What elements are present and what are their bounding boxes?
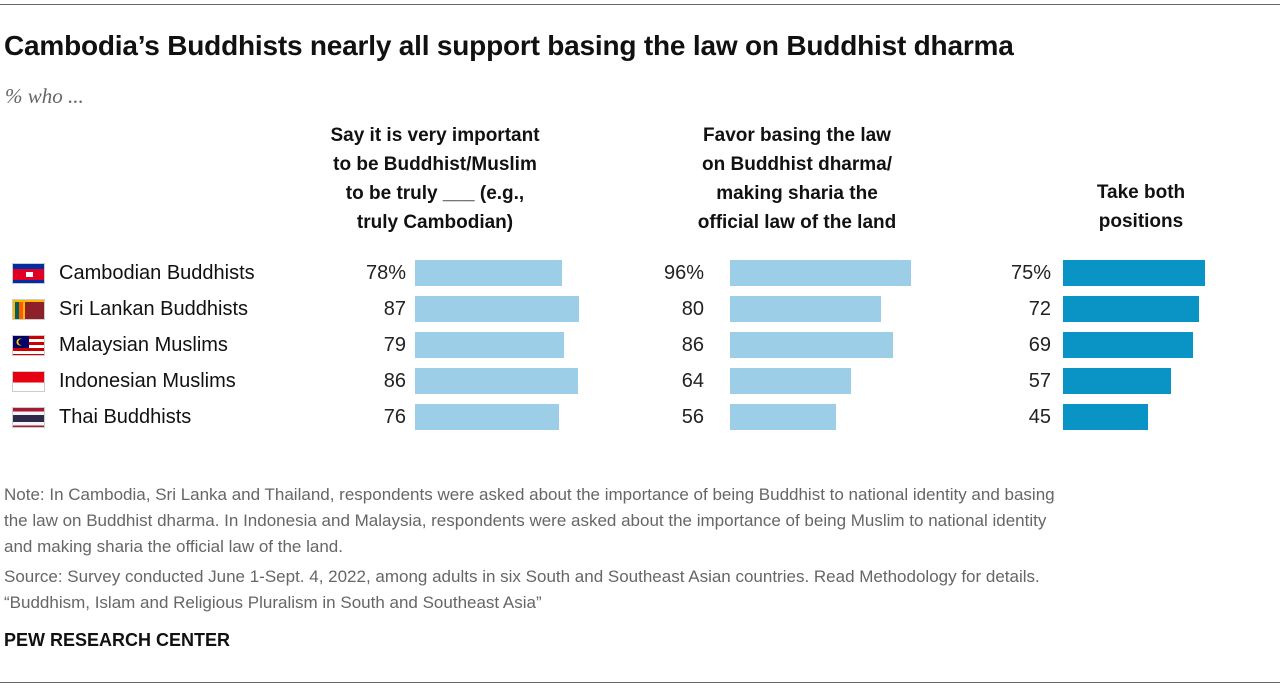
bar	[1063, 296, 1200, 322]
category-label: Indonesian Muslims	[59, 370, 236, 392]
note-line-3: and making sharia the official law of th…	[4, 537, 343, 556]
report-title-line: “Buddhism, Islam and Religious Pluralism…	[4, 593, 542, 612]
data-label: 87	[383, 298, 406, 320]
bar	[415, 404, 559, 430]
bar	[415, 332, 565, 358]
top-rule	[0, 4, 1280, 5]
data-label: 76	[383, 406, 406, 428]
malaysia-flag-icon	[12, 335, 45, 356]
data-label: 69	[1028, 334, 1051, 356]
bar	[1063, 368, 1171, 394]
bottom-rule	[0, 682, 1280, 683]
bar	[730, 260, 912, 286]
sri-lanka-flag-icon	[12, 299, 45, 320]
chart-title: Cambodia’s Buddhists nearly all support …	[4, 30, 1014, 61]
category-label: Sri Lankan Buddhists	[59, 298, 249, 320]
data-label: 75%	[1010, 262, 1051, 284]
data-label: 64	[681, 370, 704, 392]
data-label: 57	[1028, 370, 1051, 392]
bar	[730, 404, 836, 430]
bar	[415, 296, 580, 322]
cambodia-flag-icon	[12, 263, 45, 284]
category-label: Thai Buddhists	[59, 406, 192, 428]
data-label: 79	[383, 334, 406, 356]
note-line-2: the law on Buddhist dharma. In Indonesia…	[4, 511, 1047, 530]
bar	[1063, 260, 1205, 286]
data-label: 72	[1028, 298, 1051, 320]
column-header-favor-law: Favor basing the law on Buddhist dharma/…	[697, 125, 897, 233]
bar	[415, 368, 578, 394]
bar	[730, 332, 893, 358]
bar	[1063, 404, 1149, 430]
category-label: Malaysian Muslims	[59, 334, 228, 356]
indonesia-flag-icon	[12, 371, 45, 392]
data-label: 86	[681, 334, 704, 356]
data-label: 80	[681, 298, 704, 320]
bar	[730, 296, 882, 322]
chart-subtitle: % who ...	[5, 84, 84, 108]
column-header-take-both: Take both positions	[1096, 182, 1186, 232]
data-label: 86	[383, 370, 406, 392]
note-line-1: Note: In Cambodia, Sri Lanka and Thailan…	[4, 485, 1055, 504]
data-label: 45	[1028, 406, 1051, 428]
data-label: 78%	[365, 262, 406, 284]
pew-research-center-logo: PEW RESEARCH CENTER	[4, 630, 231, 650]
bar	[1063, 332, 1194, 358]
category-label: Cambodian Buddhists	[59, 262, 255, 284]
bar	[415, 260, 563, 286]
source-line: Source: Survey conducted June 1-Sept. 4,…	[4, 567, 1040, 586]
data-label: 96%	[663, 262, 704, 284]
thailand-flag-icon	[12, 407, 45, 428]
data-label: 56	[681, 406, 704, 428]
bar	[730, 368, 851, 394]
column-header-very-important: Say it is very important to be Buddhist/…	[330, 125, 540, 233]
